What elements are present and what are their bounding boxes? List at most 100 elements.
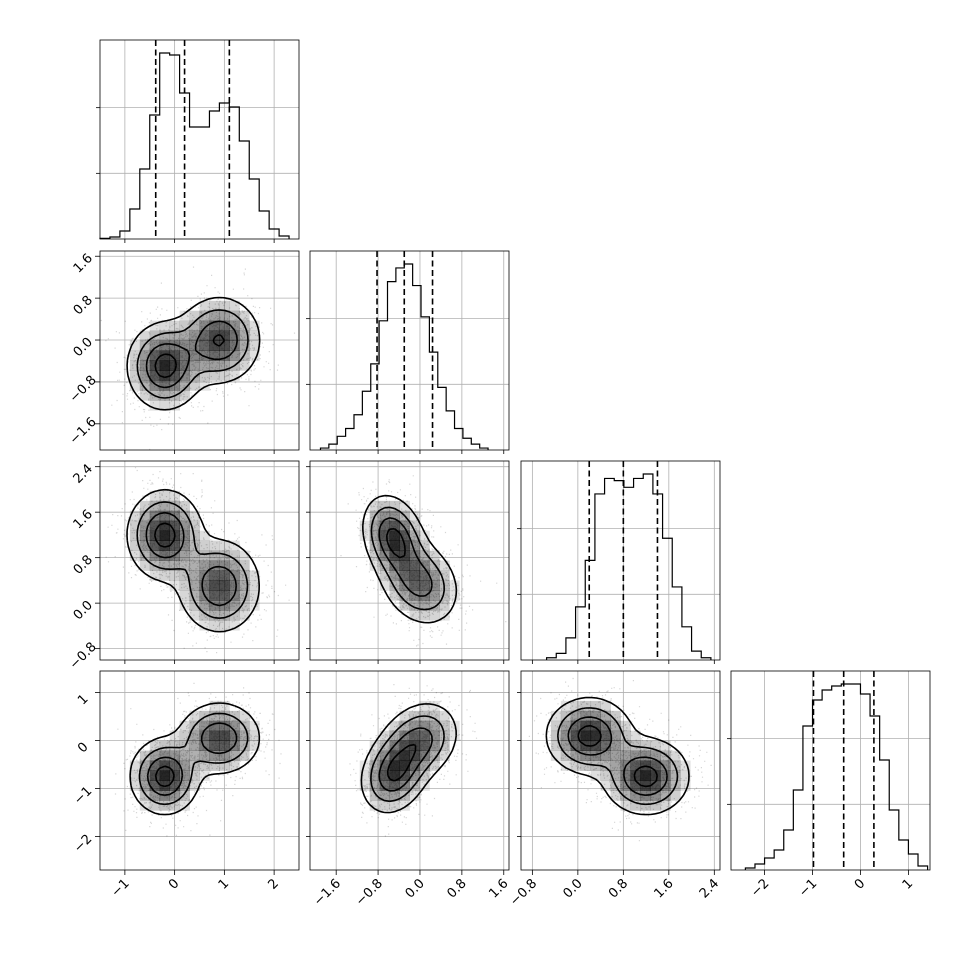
pair-1-4-density-cell [169,740,180,751]
pair-1-2-density-cell [159,380,171,391]
pair-3-4-density-cell [670,770,681,781]
pair-1-4-density-cell [199,760,210,771]
pair-2-3-density-cell [369,520,381,532]
pair-1-3-density-cell [159,570,171,581]
pair-3-4-density-cell [670,790,681,801]
pair-2-4-density-cell [449,730,460,742]
pair-3-4-density-cell [590,770,601,781]
pair-2-3-density-cell [409,520,420,532]
pair-2-3-density-cell [389,530,400,541]
pair-1-3-density-cell [229,620,240,631]
histogram-panel-1 [96,39,300,240]
pair-1-3-density-cell [139,510,151,522]
pair-1-4-contour-1 [129,702,261,816]
pair-1-3-density-cell [209,600,220,611]
pair-2-4-density-cell [419,740,430,751]
pair-1-2-density-cell [149,320,161,331]
pair-1-3-frame [99,460,300,661]
pair-1-2-plot-area [100,251,299,450]
pair-1-2-density-cell [129,370,141,381]
pair-1-4-density-cell [169,770,180,781]
x-tick-label-param-1: 2 [265,876,281,892]
pair-2-3-density-cell [419,580,430,591]
pair-1-4-density-cell [209,760,220,771]
pair-1-3-density-cell [159,500,171,512]
pair-3-4-density-cell [580,750,592,761]
pair-1-4-density-cell [179,760,190,771]
pair-3-4-density-cell [590,710,601,722]
pair-2-4-density-cell [439,740,450,751]
pair-3-4-density-cell [670,750,681,761]
pair-2-4-density-cell [379,750,390,761]
pair-3-4-density-cell [600,700,611,712]
pair-1-2-density-cell [199,310,210,322]
x-tick-label-param-1: 1 [216,876,232,892]
pair-2-4-density-cell [439,710,450,722]
pair-2-3-density-cell [389,560,400,571]
pair-1-2-density-cell [209,300,220,312]
pair-1-2-density-cell [189,370,200,381]
pair-1-2-density-cell [209,360,220,371]
pair-1-4-density-cell [149,780,161,791]
pair-2-4-contour-4 [387,743,417,782]
y-tick-label-param-2: 1.6 [71,251,96,276]
pair-3-4-density-cell [560,750,572,761]
pair-3-4-density-cell [660,750,671,761]
pair-2-4-density-cell [389,800,400,811]
pair-1-3-density-cell [139,530,151,541]
pair-1-3-density-cell [169,580,180,591]
pair-1-4-density-cell [239,710,250,722]
pair-1-2-density-cell [149,400,161,411]
pair-1-2-density-cell [179,350,190,361]
pair-1-2-density-cell [159,320,171,331]
pair-2-3-density-cell [419,540,430,551]
pair-1-2-density-cell [149,370,161,381]
pair-3-4-density-cell [660,740,671,751]
pair-3-4-density-cell [630,730,641,742]
pair-1-3-density-cell [179,500,190,512]
pair-1-2-density-cell [129,380,141,391]
pair-1-3-density-cell [199,610,210,621]
pair-1-2-density-cell [209,370,220,381]
pair-1-3-density-cell [169,520,180,532]
pair-1-3-density-cell [179,590,190,601]
pair-2-4-density-cell [389,760,400,771]
pair-1-2-density-cell [199,380,210,391]
pair-2-3-density-cell [419,570,430,581]
pair-2-4-plot-area [310,671,509,870]
pair-3-4-density-cell [570,760,582,771]
pair-1-3-density-cell [229,580,240,591]
pair-2-4-density-cell [399,770,410,781]
pair-1-4-density-cell [179,730,190,742]
pair-2-3-density-cell [399,520,410,532]
pair-1-4-density-cell [219,710,230,722]
pair-1-4-density-cell [249,720,260,732]
pair-3-4-contour-1 [545,696,690,816]
pair-2-4-density-cell [419,760,430,771]
pair-3-4-density-cell [620,800,631,811]
pair-1-4-density-cell [189,740,200,751]
pair-3-4-density-cell [660,800,671,811]
pair-1-4-density-cell [199,740,210,751]
x-tick-label-param-1: −1 [109,876,133,900]
pair-2-3-density-cell [429,590,440,601]
pair-1-2-density-cell [169,320,180,331]
pair-1-2-density-cell [219,350,230,361]
pair-2-4-density-cell [429,750,440,761]
pair-1-3-density-cell [169,540,180,551]
pair-1-3-density-cell [219,590,230,601]
pair-1-3-density-cell [239,600,250,611]
pair-3-4-density-cell [620,780,631,791]
pair-2-3-density-cell [389,590,400,601]
pair-1-3-density-cell [149,540,161,551]
pair-3-4-density-cell [590,740,601,751]
pair-1-4-density-cell [139,790,151,801]
pair-2-3-density-cell [439,610,450,621]
pair-2-3-density-cell [389,550,400,561]
pair-1-3-density-cell [209,550,220,561]
pair-1-3-density-cell [159,530,171,541]
pair-3-4-density-cell [620,750,631,761]
histogram-1-steps [99,52,290,239]
pair-3-4-density-cell [580,730,592,742]
